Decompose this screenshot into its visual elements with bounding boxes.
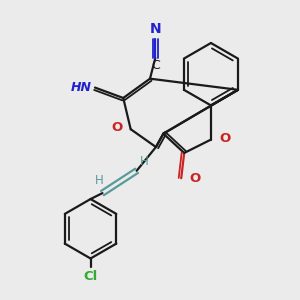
Text: N: N (149, 22, 161, 36)
Text: H: H (95, 174, 104, 187)
Text: O: O (111, 121, 122, 134)
Text: HN: HN (70, 81, 92, 94)
Text: C: C (151, 59, 160, 72)
Text: H: H (140, 155, 148, 168)
Text: O: O (219, 132, 230, 145)
Text: Cl: Cl (83, 270, 98, 283)
Text: O: O (190, 172, 201, 185)
